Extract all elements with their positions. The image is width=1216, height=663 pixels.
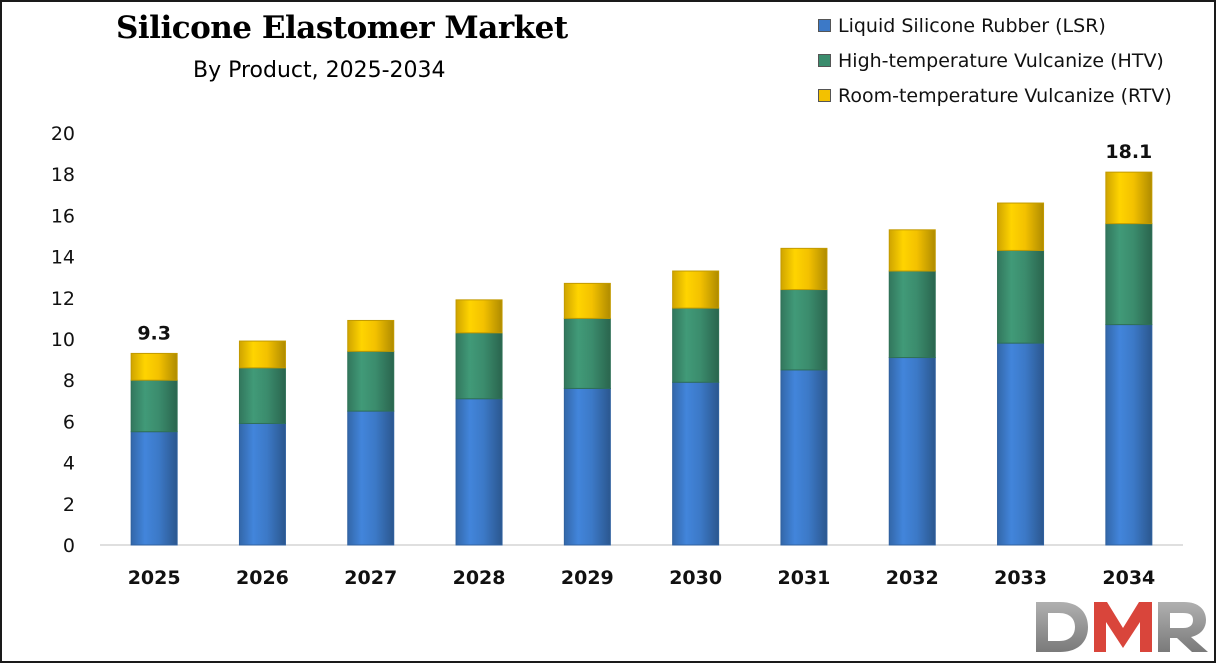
y-tick-label-8: 8 [63, 370, 75, 392]
y-tick-label-4: 4 [63, 453, 75, 475]
x-tick-label-2029: 2029 [561, 567, 614, 589]
y-tick-label-2: 2 [63, 494, 75, 516]
bar-high-temperature-vulcanize-htv-2029 [563, 317, 611, 389]
bar-room-temperature-vulcanize-rtv-2033 [997, 202, 1045, 251]
y-tick-label-14: 14 [51, 247, 75, 269]
x-tick-label-2034: 2034 [1102, 567, 1155, 589]
bar-room-temperature-vulcanize-rtv-2026 [238, 340, 286, 369]
x-tick-label-2033: 2033 [994, 567, 1047, 589]
bar-liquid-silicone-rubber-lsr-2027 [347, 410, 395, 546]
bar-room-temperature-vulcanize-rtv-2034 [1105, 171, 1153, 225]
legend-label-rtv: Room-temperature Vulcanize (RTV) [838, 84, 1172, 107]
bar-liquid-silicone-rubber-lsr-2026 [238, 422, 286, 546]
bar-room-temperature-vulcanize-rtv-2027 [347, 319, 395, 352]
bar-liquid-silicone-rubber-lsr-2029 [563, 387, 611, 546]
y-tick-label-0: 0 [63, 535, 75, 557]
legend-swatch-htv [818, 54, 831, 67]
data-label-2025: 9.3 [137, 322, 171, 344]
bar-liquid-silicone-rubber-lsr-2030 [672, 381, 720, 546]
dmr-logo [1036, 602, 1208, 652]
bar-room-temperature-vulcanize-rtv-2032 [888, 229, 936, 272]
x-tick-label-2026: 2026 [236, 567, 289, 589]
x-tick-label-2028: 2028 [453, 567, 506, 589]
legend-label-htv: High-temperature Vulcanize (HTV) [838, 49, 1164, 72]
x-tick-label-2025: 2025 [128, 567, 181, 589]
bar-high-temperature-vulcanize-htv-2027 [347, 350, 395, 412]
bar-high-temperature-vulcanize-htv-2025 [130, 379, 178, 433]
bar-high-temperature-vulcanize-htv-2034 [1105, 223, 1153, 326]
y-tick-label-20: 20 [51, 123, 75, 145]
bar-high-temperature-vulcanize-htv-2026 [238, 367, 286, 424]
bar-high-temperature-vulcanize-htv-2028 [455, 332, 503, 400]
legend-swatch-lsr [818, 19, 831, 32]
bar-room-temperature-vulcanize-rtv-2030 [672, 270, 720, 309]
y-tick-label-6: 6 [63, 411, 75, 433]
data-label-2034: 18.1 [1105, 141, 1152, 163]
legend-item-htv: High-temperature Vulcanize (HTV) [818, 43, 1172, 78]
bar-liquid-silicone-rubber-lsr-2025 [130, 431, 178, 546]
y-tick-label-10: 10 [51, 329, 75, 351]
legend: Liquid Silicone Rubber (LSR) High-temper… [818, 8, 1172, 113]
bar-room-temperature-vulcanize-rtv-2025 [130, 352, 178, 381]
bar-room-temperature-vulcanize-rtv-2028 [455, 299, 503, 334]
bar-room-temperature-vulcanize-rtv-2029 [563, 282, 611, 319]
bar-liquid-silicone-rubber-lsr-2033 [997, 342, 1045, 546]
bar-high-temperature-vulcanize-htv-2032 [888, 270, 936, 359]
legend-label-lsr: Liquid Silicone Rubber (LSR) [838, 14, 1106, 37]
x-tick-label-2031: 2031 [778, 567, 831, 589]
y-tick-label-16: 16 [51, 205, 75, 227]
bar-liquid-silicone-rubber-lsr-2034 [1105, 324, 1153, 546]
bar-liquid-silicone-rubber-lsr-2028 [455, 398, 503, 546]
bar-high-temperature-vulcanize-htv-2031 [780, 289, 828, 371]
chart-subtitle: By Product, 2025-2034 [193, 58, 446, 83]
x-tick-label-2030: 2030 [669, 567, 722, 589]
bar-liquid-silicone-rubber-lsr-2032 [888, 357, 936, 546]
y-tick-label-18: 18 [51, 164, 75, 186]
legend-item-lsr: Liquid Silicone Rubber (LSR) [818, 8, 1172, 43]
y-tick-label-12: 12 [51, 288, 75, 310]
bar-high-temperature-vulcanize-htv-2033 [997, 249, 1045, 344]
bar-liquid-silicone-rubber-lsr-2031 [780, 369, 828, 546]
x-tick-label-2027: 2027 [344, 567, 397, 589]
bar-room-temperature-vulcanize-rtv-2031 [780, 247, 828, 291]
legend-swatch-rtv [818, 89, 831, 102]
bar-high-temperature-vulcanize-htv-2030 [672, 307, 720, 383]
x-tick-label-2032: 2032 [886, 567, 939, 589]
legend-item-rtv: Room-temperature Vulcanize (RTV) [818, 78, 1172, 113]
chart-title: Silicone Elastomer Market [116, 10, 568, 46]
